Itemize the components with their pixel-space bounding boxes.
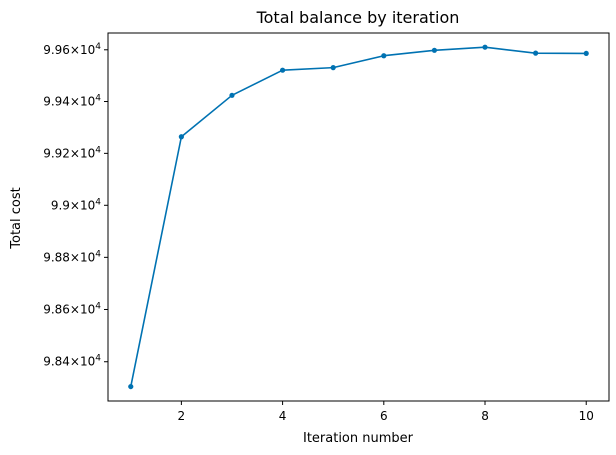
y-tick-base: 10: [80, 198, 95, 212]
x-tick-label: 4: [279, 409, 287, 423]
x-tick-label: 6: [380, 409, 388, 423]
x-tick-label: 10: [579, 409, 594, 423]
y-tick-base: 10: [80, 302, 95, 316]
y-tick-base: 10: [80, 95, 95, 109]
y-tick-base: 10: [80, 250, 95, 264]
x-axis-ticks: 2 4 6 8 10: [178, 401, 594, 423]
data-point: [330, 65, 336, 71]
x-axis-label: Iteration number: [303, 431, 414, 446]
y-tick-base: 10: [80, 146, 95, 160]
series-layer: [128, 44, 589, 390]
y-tick-base: 10: [80, 355, 95, 369]
plot-frame: [107, 32, 610, 402]
data-point: [128, 383, 134, 390]
data-point: [229, 92, 235, 98]
y-tick-times: ×: [70, 198, 80, 212]
y-tick-exponent: 4: [95, 249, 101, 259]
data-point: [431, 47, 438, 53]
y-tick-times: ×: [70, 302, 80, 316]
y-tick-label: 9.9×104: [51, 197, 101, 212]
y-tick-times: ×: [70, 355, 80, 369]
data-point: [533, 50, 539, 56]
y-tick-label: 9.94×104: [43, 94, 101, 109]
y-tick-exponent: 4: [95, 42, 101, 52]
y-axis-ticks: 9.84×1049.86×1049.88×1049.9×1049.92×1049…: [43, 42, 108, 369]
y-tick-times: ×: [70, 146, 80, 160]
y-tick-label: 9.84×104: [43, 354, 101, 369]
y-tick-exponent: 4: [95, 354, 101, 364]
y-tick-label: 9.86×104: [43, 301, 101, 316]
y-tick-exponent: 4: [95, 94, 101, 104]
data-point: [279, 67, 286, 73]
y-tick-exponent: 4: [95, 145, 101, 155]
x-tick-label: 8: [481, 409, 489, 423]
data-point: [482, 44, 488, 50]
y-tick-times: ×: [70, 95, 80, 109]
y-tick-base: 10: [80, 43, 95, 57]
y-tick-mantissa: 9.88: [43, 250, 70, 264]
y-tick-mantissa: 9.84: [43, 355, 70, 369]
y-tick-mantissa: 9.92: [43, 146, 70, 160]
y-tick-exponent: 4: [95, 301, 101, 311]
x-tick-label: 2: [178, 409, 186, 423]
chart-title: Total balance by iteration: [256, 8, 460, 27]
y-tick-mantissa: 9.86: [43, 302, 70, 316]
y-tick-label: 9.92×104: [43, 145, 101, 160]
y-tick-label: 9.88×104: [43, 249, 101, 264]
y-tick-mantissa: 9.96: [43, 43, 70, 57]
data-point: [381, 53, 387, 59]
series-line: [129, 46, 587, 387]
y-tick-times: ×: [70, 43, 80, 57]
y-tick-mantissa: 9.9: [51, 198, 70, 212]
y-tick-label: 9.96×104: [43, 42, 101, 57]
y-tick-times: ×: [70, 250, 80, 264]
y-tick-mantissa: 9.94: [43, 95, 70, 109]
y-tick-exponent: 4: [95, 197, 101, 207]
y-axis-label: Total cost: [9, 187, 24, 249]
data-point: [583, 50, 589, 57]
data-point: [178, 134, 184, 140]
